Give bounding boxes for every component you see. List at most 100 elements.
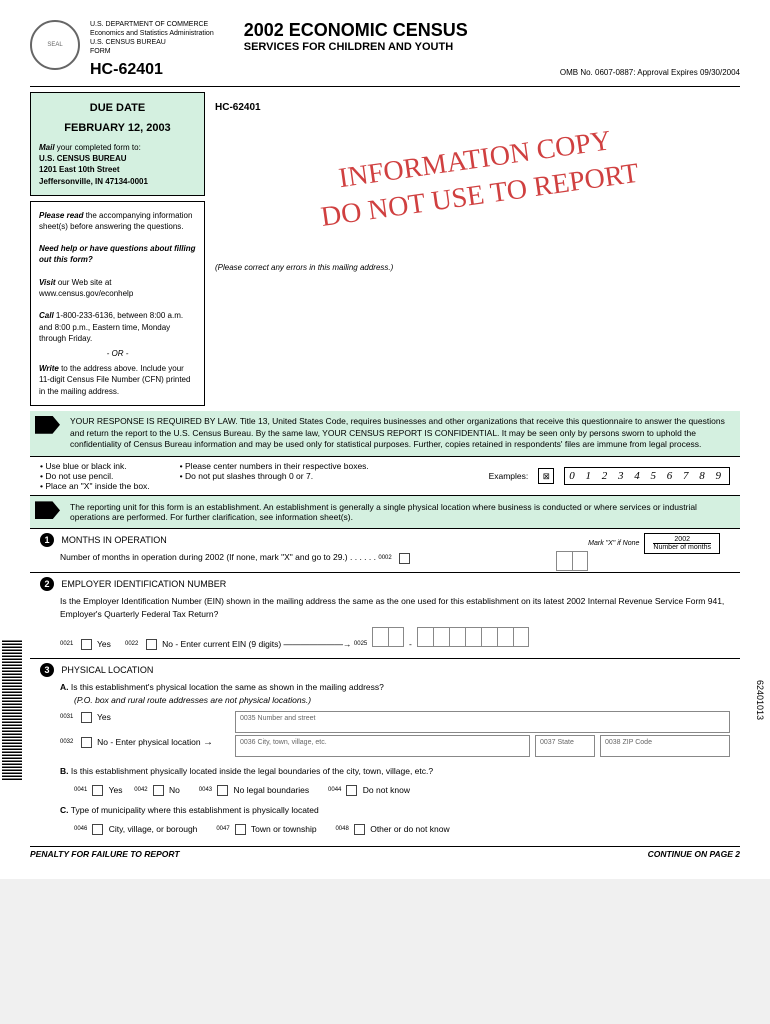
q1-header-right: Mark "X" if None 2002 Number of months [588, 533, 740, 554]
example-x-box: ⊠ [538, 468, 554, 484]
q3a-code-yes: 0031 [60, 714, 73, 720]
mail-line: Mail your completed form to: [39, 142, 196, 153]
main-title: 2002 ECONOMIC CENSUS [244, 20, 740, 41]
q3-city-input[interactable]: 0036 City, town, village, etc. [235, 735, 530, 757]
help-title: Need help or have questions about fillin… [39, 243, 196, 265]
q2-ein-input-2[interactable] [417, 627, 529, 647]
arrow-marker-icon [35, 416, 60, 434]
q3c-letter: C. [60, 805, 69, 815]
q2-code-ein: 0025 [354, 641, 367, 647]
call-prefix: Call [39, 311, 54, 320]
read-line: Please read the accompanying information… [39, 210, 196, 232]
q3b-yes: Yes [109, 785, 123, 795]
examples-label: Examples: [489, 471, 529, 481]
ink-left: • Use blue or black ink. • Do not use pe… [40, 461, 489, 491]
q3b-letter: B. [60, 766, 69, 776]
q3-street-input[interactable]: 0035 Number and street [235, 711, 730, 733]
help-title-text: Need help or have questions about fillin… [39, 244, 195, 264]
addr-3-text: Jeffersonville, IN 47134-0001 [39, 177, 148, 186]
content-row: DUE DATE FEBRUARY 12, 2003 Mail your com… [30, 92, 740, 411]
addr-2: 1201 East 10th Street [39, 164, 196, 175]
q3a-yes-checkbox[interactable] [81, 712, 92, 723]
sidebar: DUE DATE FEBRUARY 12, 2003 Mail your com… [30, 92, 205, 411]
example-numbers: 0 1 2 3 4 5 6 7 8 9 [564, 467, 730, 485]
ink-instructions: • Use blue or black ink. • Do not use pe… [30, 456, 740, 496]
q2-ein-input-1[interactable] [372, 627, 404, 647]
q3c-opt3-checkbox[interactable] [354, 824, 365, 835]
q1-number: 1 [40, 533, 54, 547]
footer-left: PENALTY FOR FAILURE TO REPORT [30, 849, 180, 859]
q3b-c3: 0043 [199, 787, 212, 793]
q1-title: MONTHS IN OPERATION [61, 535, 166, 545]
write-prefix: Write [39, 364, 59, 373]
visit-line: Visit our Web site at [39, 277, 196, 288]
omb-number: OMB No. 0607-0887: Approval Expires 09/3… [244, 68, 740, 77]
or-text: - OR - [39, 348, 196, 359]
q3a-no-checkbox[interactable] [81, 737, 92, 748]
side-code: 62401013 [755, 680, 765, 720]
addr-1: U.S. CENSUS BUREAU [39, 153, 196, 164]
q2-no-checkbox[interactable] [146, 639, 157, 650]
main-area: HC-62401 INFORMATION COPY DO NOT USE TO … [215, 92, 740, 411]
question-3: 3 PHYSICAL LOCATION A. Is this establish… [30, 658, 740, 844]
dept-line-2: Economics and Statistics Administration [90, 29, 214, 38]
q3a-question: Is this establishment's physical locatio… [71, 682, 384, 692]
visit-url: www.census.gov/econhelp [39, 288, 196, 299]
ink-b1: • Use blue or black ink. [40, 461, 150, 471]
law-section: YOUR RESPONSE IS REQUIRED BY LAW. Title … [30, 411, 740, 457]
q3a-note: (P.O. box and rural route addresses are … [74, 695, 311, 705]
watermark-line-2: DO NOT USE TO REPORT [319, 158, 641, 233]
due-date-label: DUE DATE [39, 101, 196, 116]
q2-yes-checkbox[interactable] [81, 639, 92, 650]
form-code: HC-62401 [90, 60, 214, 81]
q1-question-text: Number of months in operation during 200… [60, 552, 376, 562]
q3a-no-label: No - Enter physical location [97, 737, 200, 747]
q3b-nlb-checkbox[interactable] [217, 785, 228, 796]
barcode-icon [2, 640, 22, 780]
call-text: 1-800-233-6136, between 8:00 a.m. and 8:… [39, 311, 183, 342]
header: SEAL U.S. DEPARTMENT OF COMMERCE Economi… [30, 20, 740, 87]
establishment-section: The reporting unit for this form is an e… [30, 496, 740, 528]
write-line: Write to the address above. Include your… [39, 363, 196, 397]
q3-state-input[interactable]: 0037 State [535, 735, 595, 757]
q1-code: 0002 [378, 555, 391, 561]
q1-mark-x: Mark "X" if None [588, 540, 639, 547]
q3c-opt1: City, village, or borough [109, 824, 198, 834]
sub-title: SERVICES FOR CHILDREN AND YOUTH [244, 41, 740, 53]
q3b-no-checkbox[interactable] [153, 785, 164, 796]
q3c-opt3: Other or do not know [370, 824, 449, 834]
q3b-dnk-checkbox[interactable] [346, 785, 357, 796]
ink-b2: • Do not use pencil. [40, 471, 150, 481]
addr-3: Jeffersonville, IN 47134-0001 [39, 176, 196, 187]
ink-examples: Examples: ⊠ 0 1 2 3 4 5 6 7 8 9 [489, 461, 730, 491]
q2-question-text: Is the Employer Identification Number (E… [60, 595, 730, 621]
dept-seal-icon: SEAL [30, 20, 80, 70]
form-page: SEAL U.S. DEPARTMENT OF COMMERCE Economi… [0, 0, 770, 879]
q2-yes-label: Yes [97, 639, 111, 649]
q1-year-box: 2002 Number of months [644, 533, 720, 554]
title-block: 2002 ECONOMIC CENSUS SERVICES FOR CHILDR… [224, 20, 740, 77]
q3b-no: No [169, 785, 180, 795]
q3c-opt2-checkbox[interactable] [235, 824, 246, 835]
q3a-yes-label: Yes [97, 712, 111, 722]
q3-zip-input[interactable]: 0038 ZIP Code [600, 735, 730, 757]
addr-2-text: 1201 East 10th Street [39, 165, 120, 174]
q2-number: 2 [40, 577, 54, 591]
question-2: 2 EMPLOYER IDENTIFICATION NUMBER Is the … [30, 572, 740, 658]
q3c-opt2: Town or township [251, 824, 317, 834]
dept-block: U.S. DEPARTMENT OF COMMERCE Economics an… [90, 20, 214, 81]
q2-code-yes: 0021 [60, 641, 73, 647]
footer-right: CONTINUE ON PAGE 2 [648, 849, 740, 859]
q3b-yes-checkbox[interactable] [92, 785, 103, 796]
q1-none-checkbox[interactable] [399, 553, 410, 564]
q3c-c3: 0048 [335, 826, 348, 832]
form-label: FORM [90, 47, 214, 56]
establishment-text: The reporting unit for this form is an e… [70, 502, 697, 522]
q3c-c1: 0046 [74, 826, 87, 832]
ink-b4: • Please center numbers in their respect… [180, 461, 369, 471]
q3a-letter: A. [60, 682, 69, 692]
help-box: Please read the accompanying information… [30, 201, 205, 406]
q3-title: PHYSICAL LOCATION [61, 665, 153, 675]
q3c-opt1-checkbox[interactable] [92, 824, 103, 835]
q1-months-input[interactable] [556, 551, 588, 571]
